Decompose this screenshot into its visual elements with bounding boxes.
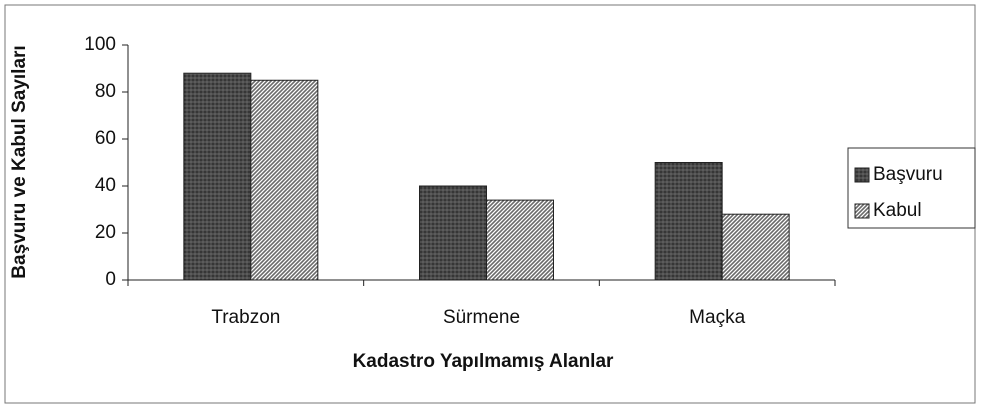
legend-label: Kabul <box>873 200 922 221</box>
x-axis-title: Kadastro Yapılmamış Alanlar <box>353 351 614 372</box>
y-tick-label: 0 <box>105 269 116 290</box>
bar <box>654 162 723 281</box>
legend-swatch <box>854 203 870 219</box>
bar <box>183 72 252 281</box>
y-tick-label: 20 <box>95 222 116 243</box>
y-tick-label: 40 <box>95 175 116 196</box>
x-tick-label: Trabzon <box>211 307 280 328</box>
x-tick-label: Maçka <box>689 307 745 328</box>
y-tick-label: 80 <box>95 81 116 102</box>
x-tick-label: Sürmene <box>443 307 520 328</box>
y-tick-label: 100 <box>84 34 116 55</box>
y-tick-label: 60 <box>95 128 116 149</box>
bar <box>721 213 790 281</box>
bar <box>250 79 319 281</box>
bar <box>486 199 554 281</box>
legend-swatch <box>854 167 870 183</box>
legend-label: Başvuru <box>873 164 943 185</box>
y-axis-title: Başvuru ve Kabul Sayıları <box>9 45 30 278</box>
bar <box>419 185 487 281</box>
